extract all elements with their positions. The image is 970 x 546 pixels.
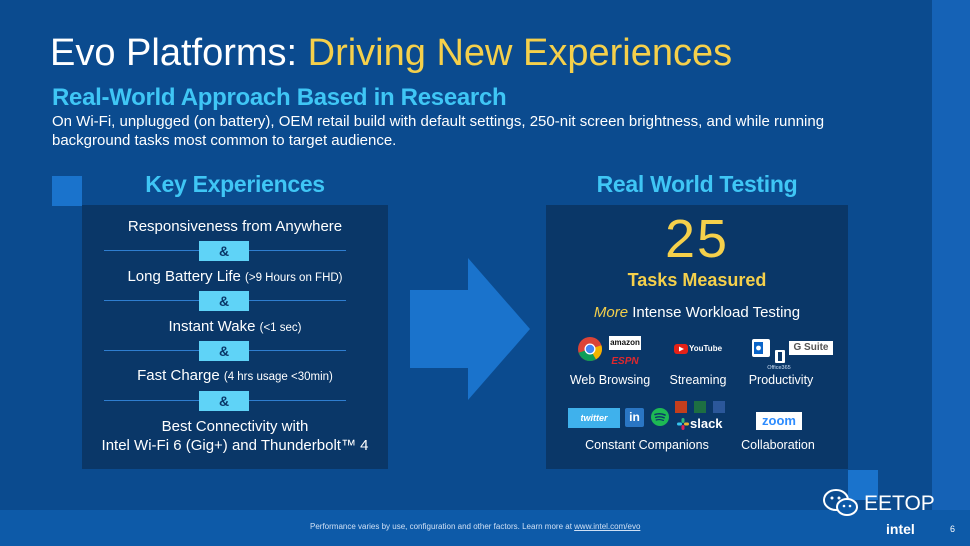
key-exp-connectivity: Best Connectivity with <box>161 418 309 435</box>
decor-square <box>848 470 878 500</box>
right-edge-band <box>932 0 970 546</box>
footer-link[interactable]: www.intel.com/evo <box>574 522 641 531</box>
key-exp-instant-wake: Instant Wake (<1 sec) <box>168 318 302 335</box>
section-subtitle: Real-World Approach Based in Research <box>52 84 507 111</box>
tasks-measured-label: Tasks Measured <box>627 270 767 290</box>
key-exp-battery: Long Battery Life (>9 Hours on FHD) <box>127 268 343 285</box>
youtube-logo: YouTube <box>689 344 723 353</box>
wechat-icon <box>823 489 858 516</box>
spotify-icon <box>651 408 669 426</box>
key-exp-connectivity-line2: Intel Wi-Fi 6 (Gig+) and Thunderbolt™ 4 <box>101 437 369 454</box>
key-exp-fast-charge: Fast Charge (4 hrs usage <30min) <box>137 367 333 384</box>
ampersand-badge: & <box>199 341 249 361</box>
task-count: 25 <box>664 209 730 269</box>
zoom-logo: zoom <box>756 412 802 430</box>
key-experiences-heading: Key Experiences <box>145 171 325 197</box>
intel-logo: intel <box>886 521 915 537</box>
gsuite-logo: G Suite <box>789 341 833 355</box>
ampersand-badge: & <box>199 391 249 411</box>
twitter-logo: twitter <box>568 408 620 428</box>
key-exp-responsiveness: Responsiveness from Anywhere <box>127 218 343 235</box>
linkedin-logo: in <box>625 408 644 427</box>
footer-bar <box>0 510 970 546</box>
streaming-caption: Streaming <box>669 373 727 387</box>
decor-square <box>52 176 82 206</box>
constant-companions-caption: Constant Companions <box>585 438 709 452</box>
slack-icon <box>677 418 689 430</box>
office365-logo: Office365 <box>767 365 791 371</box>
right-arrow-icon <box>410 258 530 400</box>
web-browsing-caption: Web Browsing <box>569 373 651 387</box>
footer-note: Performance varies by use, configuration… <box>310 522 641 531</box>
outlook-icon <box>752 339 770 357</box>
page-title: Evo Platforms: Driving New Experiences <box>50 32 733 74</box>
workload-label: More Intense Workload Testing <box>593 304 801 321</box>
amazon-logo: amazon <box>609 336 641 350</box>
chrome-icon <box>578 337 602 361</box>
office-apps-icons <box>675 401 725 413</box>
ampersand-badge: & <box>199 241 249 261</box>
description-text: On Wi-Fi, unplugged (on battery), OEM re… <box>52 113 825 149</box>
espn-logo: ESPN <box>611 356 639 367</box>
watermark-text: EETOP <box>864 492 935 515</box>
productivity-caption: Productivity <box>748 373 814 387</box>
office-icon <box>775 350 785 363</box>
collaboration-caption: Collaboration <box>741 438 815 452</box>
ampersand-badge: & <box>199 291 249 311</box>
real-world-heading: Real World Testing <box>596 171 798 197</box>
page-number: 6 <box>950 524 956 534</box>
slack-logo: slack <box>690 416 723 431</box>
youtube-play-icon <box>674 344 688 354</box>
